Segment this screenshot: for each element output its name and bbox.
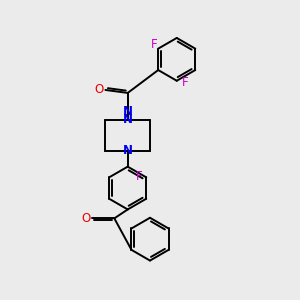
- Text: N: N: [123, 113, 133, 126]
- Text: O: O: [81, 212, 90, 225]
- Text: F: F: [151, 38, 158, 51]
- Text: O: O: [94, 83, 104, 97]
- Text: F: F: [136, 170, 142, 183]
- Text: N: N: [123, 144, 133, 157]
- Text: F: F: [182, 76, 188, 89]
- Text: N: N: [123, 106, 133, 118]
